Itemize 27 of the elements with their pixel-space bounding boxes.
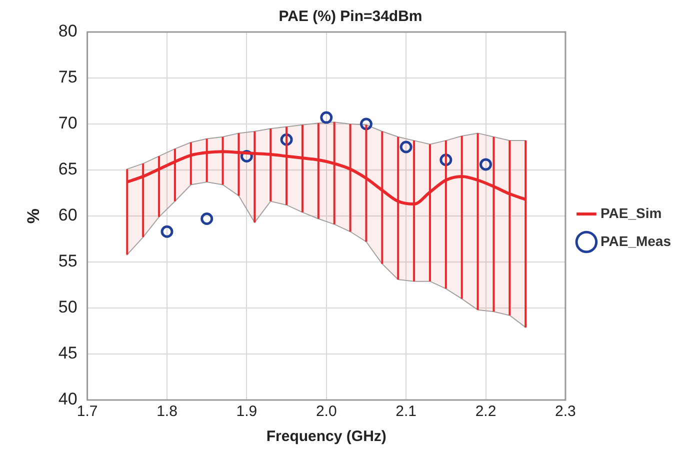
point [360,118,372,130]
point [200,212,214,226]
x-tick-label: 2.3 [555,403,576,420]
x-tick-label: 1.9 [236,403,258,420]
x-tick-label: 2.0 [316,403,337,420]
legend-label: PAE_Sim [600,204,662,221]
x-tick-label: 1.8 [156,403,178,420]
y-tick-label: 45 [58,344,78,363]
y-tick-label: 40 [58,390,78,409]
y-tick-label: 80 [58,22,78,41]
chart-title: PAE (%) Pin=34dBm [278,8,422,26]
x-tick-label: 2.2 [475,403,496,420]
point [480,158,492,171]
point [400,140,412,154]
y-axis-title: % [24,208,43,224]
y-tick-label: 75 [58,68,78,87]
legend-label: PAE_Meas [600,232,672,249]
y-tick-label: 55 [58,252,78,271]
x-axis-title: Frequency (GHz) [266,428,386,446]
point [320,111,333,124]
y-tick-label: 70 [58,114,78,133]
x-tick-label: 2.1 [396,403,416,420]
y-tick-label: 60 [58,206,78,225]
x-tick-label: 1.7 [76,403,98,420]
y-tick-label: 50 [58,298,78,317]
y-tick-label: 65 [58,160,78,179]
point [160,225,174,238]
